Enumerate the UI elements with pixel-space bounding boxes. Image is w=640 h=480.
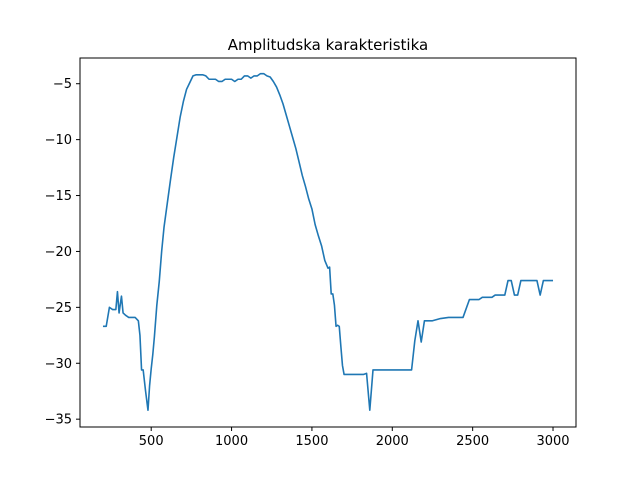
x-tick-label: 2000 [376,434,409,449]
y-tick-label: −35 [45,413,72,428]
x-tick-label: 2500 [456,434,489,449]
y-tick-label: −20 [45,245,72,260]
y-tick-label: −10 [45,133,72,148]
series-line [102,72,554,412]
y-tick-label: −5 [53,77,72,92]
chart-title: Amplitudska karakteristika [228,36,428,54]
plot-area [102,72,554,412]
x-tick-label: 1000 [215,434,248,449]
plot-frame [79,57,577,428]
y-tick-label: −25 [45,301,72,316]
y-tick-label: −30 [45,357,72,372]
x-tick-label: 1500 [295,434,328,449]
x-tick-label: 500 [139,434,164,449]
axis-ticks: 500 1000 1500 2000 2500 3000 −35 −30 −25 −20 −15 −1… [45,77,570,449]
y-tick-label: −15 [45,189,72,204]
x-tick-label: 3000 [536,434,569,449]
